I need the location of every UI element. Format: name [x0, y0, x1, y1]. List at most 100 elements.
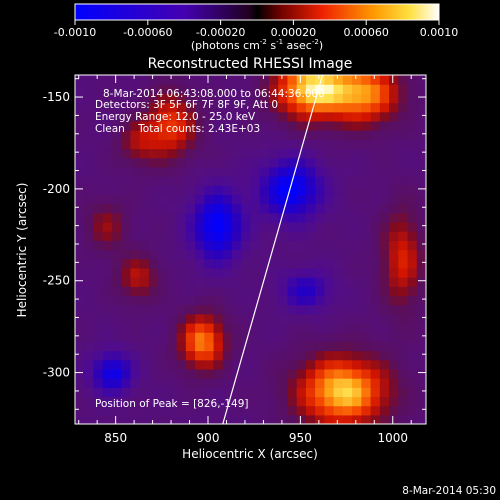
heatmap-cell — [93, 84, 104, 94]
heatmap-cell — [287, 249, 298, 260]
heatmap-cell — [121, 102, 132, 113]
heatmap-cell — [315, 267, 325, 278]
heatmap-cell — [139, 166, 150, 177]
heatmap-cell — [75, 277, 85, 287]
heatmap-cell — [278, 111, 289, 122]
heatmap-cell — [148, 350, 159, 361]
heatmap-cell — [121, 286, 132, 297]
x-axis-label: Heliocentric X (arcsec) — [182, 447, 318, 461]
heatmap-cell — [93, 75, 104, 85]
heatmap-cell — [305, 313, 316, 324]
heatmap-cell — [75, 221, 85, 232]
heatmap-cell — [416, 341, 426, 352]
heatmap-cell — [213, 304, 224, 315]
heatmap-cell — [370, 332, 381, 342]
heatmap-cell — [370, 93, 381, 104]
heatmap-cell — [342, 221, 353, 232]
heatmap-cell — [333, 341, 344, 352]
heatmap-cell — [185, 120, 196, 131]
heatmap-cell — [352, 267, 362, 278]
heatmap-cell — [222, 111, 233, 122]
heatmap-cell — [213, 148, 224, 159]
heatmap-cell — [195, 130, 205, 140]
heatmap-cell — [379, 176, 390, 186]
heatmap-cell — [241, 341, 252, 352]
heatmap-cell — [232, 350, 242, 361]
heatmap-cell — [84, 304, 95, 315]
heatmap-cell — [333, 139, 344, 150]
heatmap-cell — [407, 304, 418, 315]
heatmap-cell — [416, 157, 426, 168]
colorbar-tick-label: -0.0010 — [54, 26, 96, 39]
heatmap-cell — [111, 295, 122, 306]
heatmap-cell — [268, 130, 279, 140]
heatmap-cell — [130, 277, 141, 287]
heatmap-cell — [241, 396, 252, 407]
heatmap-cell — [407, 84, 418, 94]
heatmap-cell — [342, 212, 353, 223]
heatmap-cell — [268, 304, 279, 315]
heatmap-cell — [416, 84, 426, 94]
heatmap-cell — [121, 414, 132, 424]
heatmap-cell — [379, 378, 390, 388]
heatmap-cell — [379, 387, 390, 398]
heatmap-cell — [158, 203, 168, 214]
heatmap-cell — [139, 176, 150, 186]
heatmap-cell — [176, 249, 187, 260]
heatmap-cell — [361, 111, 372, 122]
heatmap-cell — [213, 194, 224, 205]
heatmap-cell — [84, 286, 95, 297]
heatmap-cell — [352, 240, 362, 251]
heatmap-cell — [352, 286, 362, 297]
heatmap-cell — [416, 322, 426, 333]
heatmap-cell — [342, 166, 353, 177]
heatmap-cell — [305, 304, 316, 315]
heatmap-cell — [287, 322, 298, 333]
heatmap-cell — [75, 332, 85, 342]
heatmap-cell — [121, 185, 132, 195]
heatmap-cell — [324, 414, 335, 424]
heatmap-cell — [167, 295, 178, 306]
heatmap-cell — [398, 203, 409, 214]
heatmap-cell — [278, 396, 289, 407]
heatmap-cell — [296, 176, 307, 186]
heatmap-cell — [259, 405, 270, 416]
heatmap-cell — [213, 332, 224, 342]
heatmap-cell — [259, 212, 270, 223]
heatmap-cell — [167, 414, 178, 424]
heatmap-cell — [305, 341, 316, 352]
heatmap-cell — [148, 387, 159, 398]
heatmap-cell — [222, 332, 233, 342]
heatmap-cell — [398, 176, 409, 186]
heatmap-cell — [250, 240, 261, 251]
heatmap-cell — [398, 194, 409, 205]
heatmap-cell — [268, 166, 279, 177]
heatmap-cell — [121, 267, 132, 278]
heatmap-cell — [389, 332, 399, 342]
heatmap-cell — [416, 194, 426, 205]
heatmap-cell — [324, 93, 335, 104]
heatmap-cell — [287, 313, 298, 324]
heatmap-cell — [305, 378, 316, 388]
heatmap-cell — [111, 313, 122, 324]
heatmap-cell — [213, 368, 224, 379]
heatmap-cell — [361, 185, 372, 195]
heatmap-cell — [416, 240, 426, 251]
heatmap-cell — [268, 157, 279, 168]
heatmap-cell — [167, 396, 178, 407]
heatmap-cell — [232, 185, 242, 195]
heatmap-cell — [361, 378, 372, 388]
heatmap-cell — [195, 368, 205, 379]
heatmap-cell — [167, 387, 178, 398]
heatmap-cell — [287, 378, 298, 388]
heatmap-cell — [158, 295, 168, 306]
heatmap-cell — [176, 221, 187, 232]
heatmap-cell — [232, 387, 242, 398]
heatmap-cell — [379, 93, 390, 104]
heatmap-cell — [102, 166, 113, 177]
heatmap-cell — [75, 378, 85, 388]
heatmap-cell — [250, 258, 261, 269]
heatmap-cell — [407, 111, 418, 122]
heatmap-cell — [204, 176, 215, 186]
heatmap-cell — [148, 84, 159, 94]
